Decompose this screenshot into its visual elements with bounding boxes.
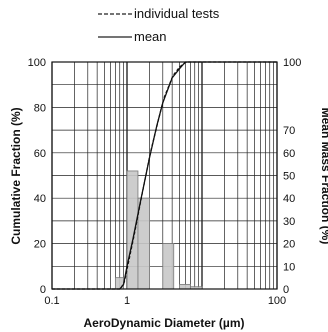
series-line-mean [52,61,277,290]
y-tick-label: 80 [34,102,46,114]
bar [114,277,124,290]
legend: individual tests mean [98,6,220,44]
x-tick-label: 100 [268,295,286,307]
y2-axis-title: Mean Mass Fraction (%) [319,108,328,245]
y2-tick-label: 30 [283,216,295,228]
bar [126,170,139,290]
x-axis-title: AeroDynamic Diameter (µm) [84,316,245,330]
x-tick-label: 0.1 [44,295,59,307]
y-tick-label: 0 [40,284,46,296]
y-tick-label: 100 [28,57,46,69]
plot-frame [51,61,278,290]
y2-tick-label: 50 [283,171,295,183]
y2-tick-label: 0 [283,284,289,296]
x-axis-ticks: 0.1 1 100 [44,295,286,307]
y2-tick-label: 20 [283,239,295,251]
y-axis-ticks: 0 20 40 60 80 100 [28,57,46,296]
series-lines [52,61,277,290]
y2-tick-label: 70 [283,125,295,137]
bar [179,284,191,290]
legend-label-individual-tests: individual tests [134,6,220,21]
x-tick-label: 1 [124,295,130,307]
y-tick-label: 20 [34,239,46,251]
series-line-individual-tests [52,61,277,290]
y2-axis-ticks: 0 10 20 30 40 50 60 70 100 [283,57,301,296]
y2-tick-label: 10 [283,261,295,273]
y2-tick-label: 100 [283,57,301,69]
y-axis-title: Cumulative Fraction (%) [9,107,23,244]
bars [114,170,203,290]
bar [162,243,175,290]
legend-label-mean: mean [134,29,167,44]
y-tick-label: 60 [34,148,46,160]
y2-tick-label: 40 [283,193,295,205]
bar [137,197,150,290]
y-tick-label: 40 [34,193,46,205]
y2-tick-label: 60 [283,148,295,160]
